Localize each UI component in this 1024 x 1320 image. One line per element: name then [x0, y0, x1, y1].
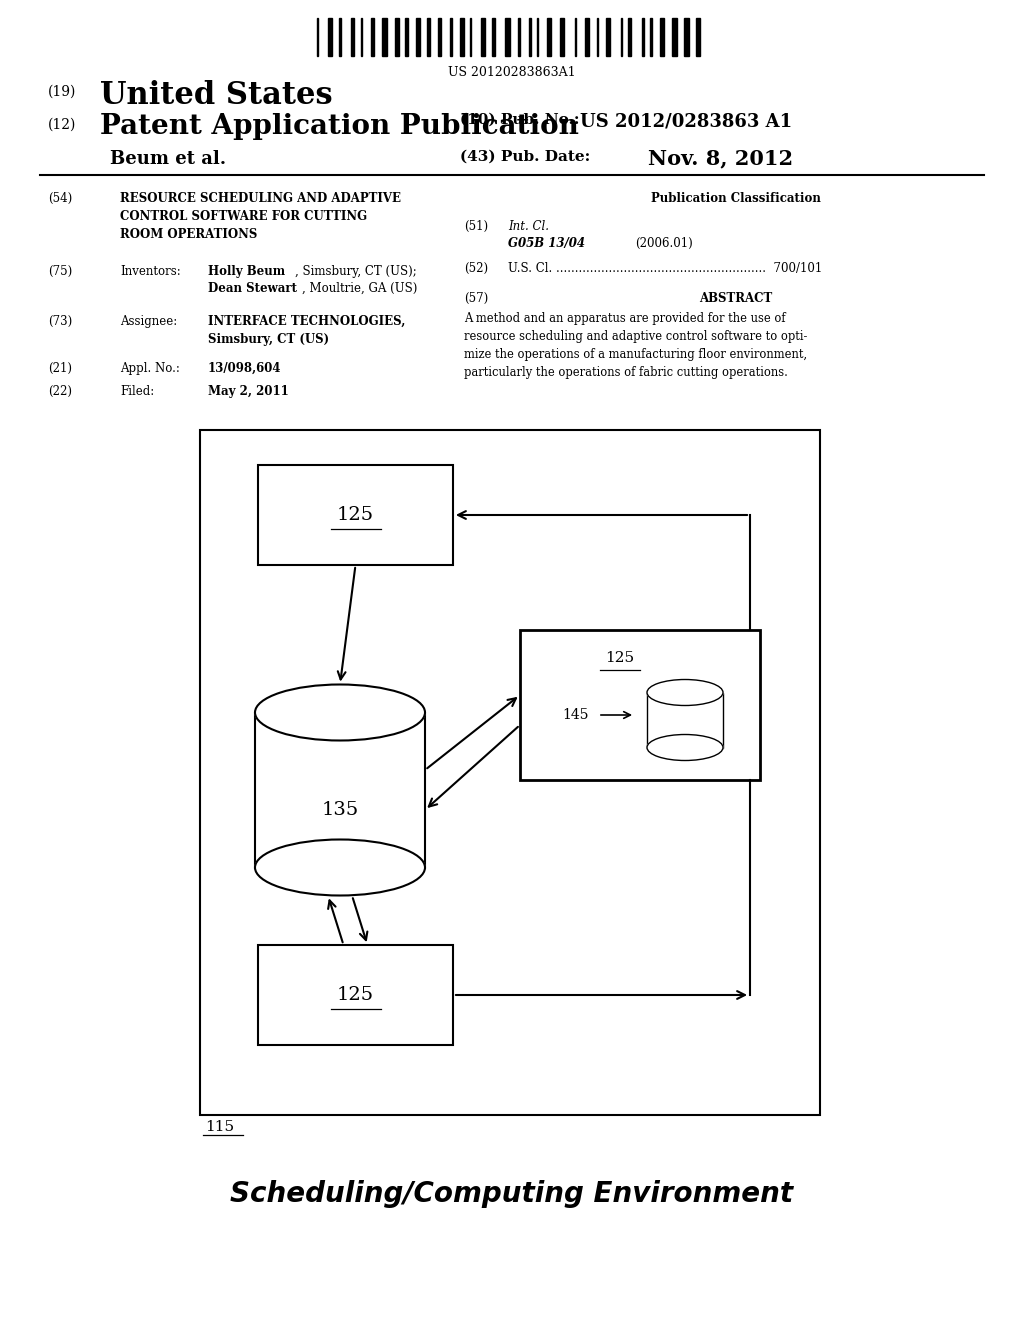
- Bar: [371, 18, 374, 55]
- Ellipse shape: [255, 840, 425, 895]
- Text: (73): (73): [48, 315, 73, 327]
- Bar: [406, 18, 408, 55]
- Bar: [518, 18, 520, 55]
- Text: Dean Stewart: Dean Stewart: [208, 282, 297, 294]
- Bar: [684, 18, 688, 55]
- Bar: [255, 713, 425, 867]
- Bar: [460, 18, 464, 55]
- Text: 13/098,604: 13/098,604: [208, 362, 282, 375]
- Bar: [672, 18, 677, 55]
- Bar: [200, 430, 820, 1115]
- Bar: [597, 18, 598, 55]
- Text: Filed:: Filed:: [120, 385, 155, 399]
- Text: Publication Classification: Publication Classification: [651, 191, 821, 205]
- Text: (57): (57): [464, 292, 488, 305]
- Bar: [621, 18, 622, 55]
- Text: G05B 13/04: G05B 13/04: [508, 238, 585, 249]
- Ellipse shape: [255, 685, 425, 741]
- Bar: [395, 18, 398, 55]
- Bar: [575, 18, 577, 55]
- Text: (10) Pub. No.:: (10) Pub. No.:: [460, 114, 590, 127]
- Text: Scheduling/Computing Environment: Scheduling/Computing Environment: [230, 1180, 794, 1208]
- Bar: [317, 18, 318, 55]
- Bar: [351, 18, 353, 55]
- Text: Holly Beum: Holly Beum: [208, 265, 285, 279]
- Text: Assignee:: Assignee:: [120, 315, 177, 327]
- Bar: [492, 18, 495, 55]
- Bar: [416, 18, 420, 55]
- Bar: [520, 630, 760, 780]
- Text: May 2, 2011: May 2, 2011: [208, 385, 289, 399]
- Text: 125: 125: [337, 986, 374, 1005]
- Text: Nov. 8, 2012: Nov. 8, 2012: [648, 148, 794, 168]
- Bar: [382, 18, 387, 55]
- Bar: [360, 18, 362, 55]
- Text: (19): (19): [48, 84, 77, 99]
- Text: A method and an apparatus are provided for the use of
resource scheduling and ad: A method and an apparatus are provided f…: [464, 312, 807, 379]
- Text: US 20120283863A1: US 20120283863A1: [449, 66, 575, 79]
- Text: Beum et al.: Beum et al.: [110, 150, 226, 168]
- Bar: [659, 18, 665, 55]
- Bar: [480, 18, 485, 55]
- Bar: [339, 18, 341, 55]
- Text: Inventors:: Inventors:: [120, 265, 181, 279]
- Bar: [470, 18, 471, 55]
- Bar: [529, 18, 530, 55]
- Text: ABSTRACT: ABSTRACT: [699, 292, 773, 305]
- Text: (12): (12): [48, 117, 77, 132]
- Text: INTERFACE TECHNOLOGIES,
Simsbury, CT (US): INTERFACE TECHNOLOGIES, Simsbury, CT (US…: [208, 315, 406, 346]
- Text: (52): (52): [464, 261, 488, 275]
- Bar: [696, 18, 700, 55]
- Text: U.S. Cl. ........................................................  700/101: U.S. Cl. ...............................…: [508, 261, 822, 275]
- Bar: [255, 713, 425, 867]
- Bar: [642, 18, 643, 55]
- Ellipse shape: [647, 680, 723, 705]
- Text: (2006.01): (2006.01): [635, 238, 693, 249]
- Text: 125: 125: [337, 506, 374, 524]
- Text: , Moultrie, GA (US): , Moultrie, GA (US): [302, 282, 418, 294]
- Bar: [585, 18, 589, 55]
- Text: Patent Application Publication: Patent Application Publication: [100, 114, 579, 140]
- Bar: [328, 18, 333, 55]
- Bar: [650, 18, 652, 55]
- Text: Int. Cl.: Int. Cl.: [508, 220, 549, 234]
- Bar: [427, 18, 430, 55]
- Bar: [647, 693, 723, 747]
- Text: 145: 145: [562, 708, 589, 722]
- Text: (75): (75): [48, 265, 73, 279]
- Bar: [628, 18, 631, 55]
- Text: (22): (22): [48, 385, 72, 399]
- Bar: [258, 945, 453, 1045]
- Text: (54): (54): [48, 191, 73, 205]
- Bar: [647, 693, 723, 747]
- Text: (43) Pub. Date:: (43) Pub. Date:: [460, 150, 590, 164]
- Text: (51): (51): [464, 220, 488, 234]
- Text: 135: 135: [322, 801, 358, 818]
- Text: 115: 115: [205, 1119, 234, 1134]
- Bar: [438, 18, 440, 55]
- Bar: [506, 18, 510, 55]
- Bar: [560, 18, 564, 55]
- Bar: [258, 465, 453, 565]
- Text: US 2012/0283863 A1: US 2012/0283863 A1: [580, 114, 793, 131]
- Bar: [451, 18, 452, 55]
- Text: (21): (21): [48, 362, 72, 375]
- Bar: [547, 18, 551, 55]
- Bar: [606, 18, 610, 55]
- Text: RESOURCE SCHEDULING AND ADAPTIVE
CONTROL SOFTWARE FOR CUTTING
ROOM OPERATIONS: RESOURCE SCHEDULING AND ADAPTIVE CONTROL…: [120, 191, 401, 242]
- Text: United States: United States: [100, 81, 333, 111]
- Text: Appl. No.:: Appl. No.:: [120, 362, 180, 375]
- Text: , Simsbury, CT (US);: , Simsbury, CT (US);: [295, 265, 417, 279]
- Bar: [537, 18, 539, 55]
- Text: 125: 125: [605, 651, 635, 665]
- Ellipse shape: [647, 734, 723, 760]
